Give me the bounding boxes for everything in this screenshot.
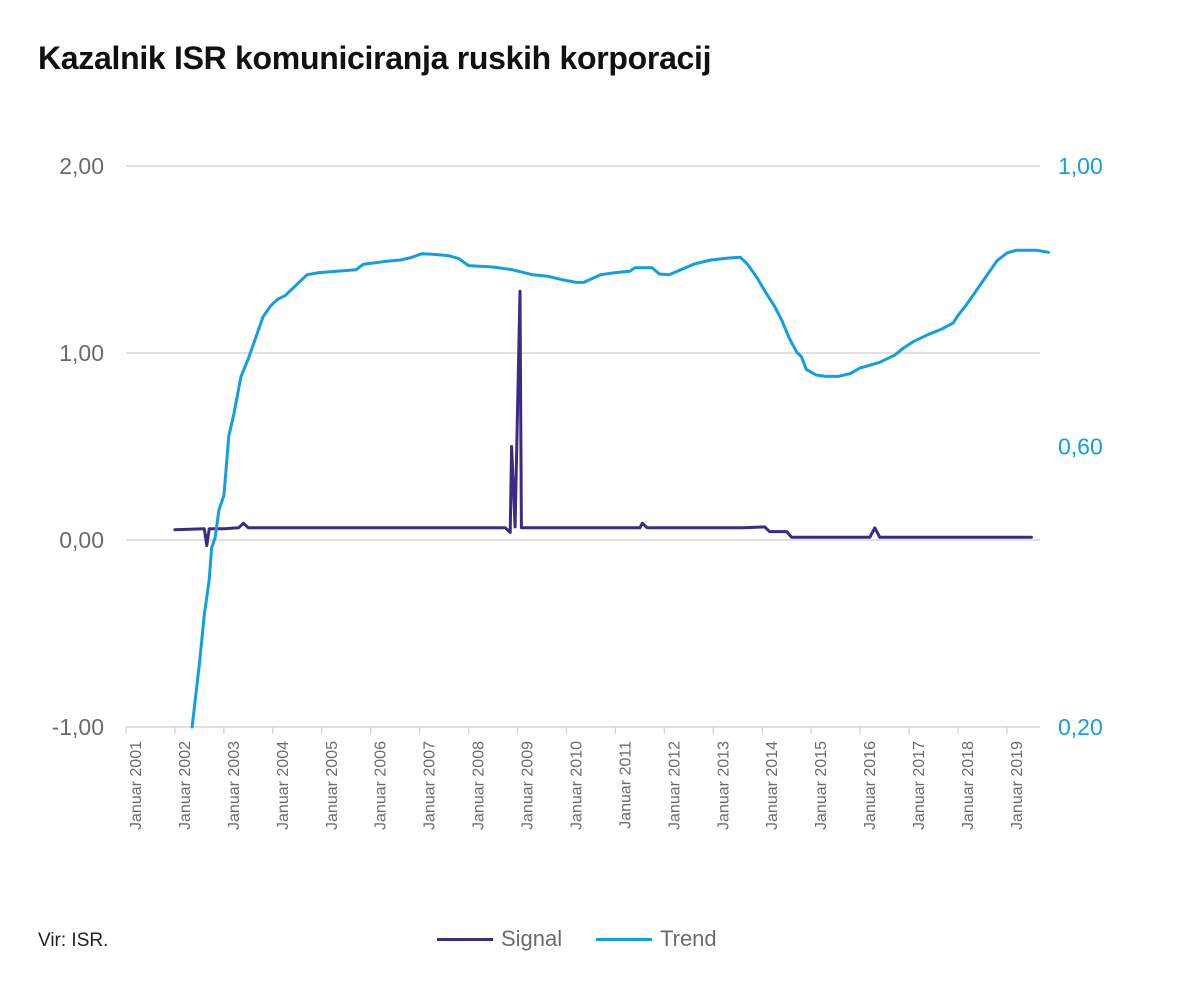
right-y-tick-label: 0,60 — [1058, 434, 1103, 460]
x-tick-label: Januar 2011 — [617, 741, 634, 829]
source-note: Vir: ISR. — [38, 930, 109, 951]
x-tick-label: Januar 2001 — [128, 741, 145, 830]
right-y-axis: 1,00 0,60 0,20 — [1058, 153, 1103, 740]
x-tick-label: Januar 2017 — [911, 741, 928, 830]
x-tick-label: Januar 2019 — [1009, 741, 1026, 830]
left-y-tick-label: -1,00 — [52, 714, 104, 740]
gridlines — [126, 165, 1040, 728]
x-tick-label: Januar 2004 — [275, 741, 292, 830]
x-tick-label: Januar 2015 — [813, 741, 830, 830]
series-line-trend — [190, 248, 1050, 729]
right-y-tick-label: 0,20 — [1058, 714, 1103, 740]
legend-label-trend: Trend — [660, 926, 717, 951]
legend-swatch-signal — [437, 937, 493, 941]
x-tick-label: Januar 2012 — [666, 741, 683, 830]
legend-item-trend: Trend — [596, 926, 717, 952]
left-y-tick-label: 1,00 — [59, 340, 104, 366]
x-tick-label: Januar 2005 — [324, 741, 341, 830]
left-y-axis: 2,00 1,00 0,00 -1,00 — [52, 153, 104, 740]
x-tick-label: Januar 2010 — [568, 741, 585, 830]
x-tick-label: Januar 2007 — [422, 741, 439, 830]
chart-title: Kazalnik ISR komuniciranja ruskih korpor… — [38, 40, 712, 76]
series-line-signal — [173, 289, 1033, 548]
x-axis: Januar 2001 Januar 2002 Januar 2003 Januar … — [125, 727, 1026, 830]
x-tick-label: Januar 2008 — [471, 741, 488, 830]
x-tick-label: Januar 2016 — [862, 741, 879, 830]
legend-label-signal: Signal — [501, 926, 563, 951]
legend-swatch-trend — [596, 937, 652, 941]
series-lines — [173, 248, 1050, 729]
x-tick-label: Januar 2009 — [520, 741, 537, 830]
x-tick-label: Januar 2006 — [373, 741, 390, 830]
left-y-tick-label: 0,00 — [59, 527, 104, 553]
left-y-tick-label: 2,00 — [59, 153, 104, 179]
x-tick-label: Januar 2014 — [764, 741, 781, 830]
legend: Signal Trend — [0, 926, 1200, 956]
x-tick-label: Januar 2018 — [960, 741, 977, 830]
x-tick-label: Januar 2002 — [177, 741, 194, 830]
legend-item-signal: Signal — [437, 926, 562, 952]
right-y-tick-label: 1,00 — [1058, 153, 1103, 179]
x-tick-label: Januar 2013 — [715, 741, 732, 830]
x-tick-label: Januar 2003 — [226, 741, 243, 830]
line-chart: 2,00 1,00 0,00 -1,00 1,00 0,60 0,20 Januar 20… — [52, 153, 1103, 830]
